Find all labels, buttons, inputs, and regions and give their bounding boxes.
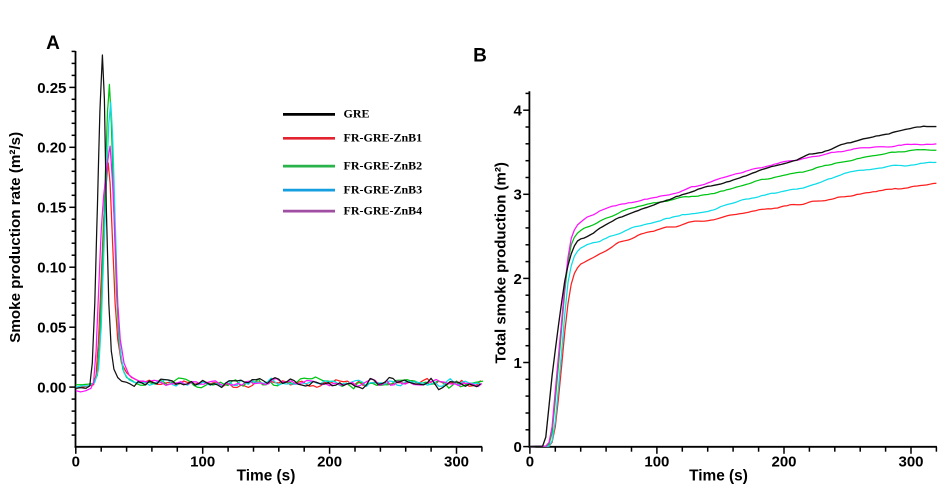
svg-text:FR-GRE-ZnB3: FR-GRE-ZnB3 <box>344 182 423 196</box>
svg-text:0.05: 0.05 <box>37 320 66 337</box>
svg-text:0.25: 0.25 <box>37 80 66 97</box>
svg-text:GRE: GRE <box>344 107 370 121</box>
svg-text:4: 4 <box>513 103 522 120</box>
svg-text:Smoke production rate (m²/s): Smoke production rate (m²/s) <box>7 132 24 343</box>
svg-text:A: A <box>46 33 60 54</box>
svg-text:Time (s): Time (s) <box>689 468 748 485</box>
svg-text:Total smoke production (m²): Total smoke production (m²) <box>493 162 510 363</box>
svg-text:200: 200 <box>317 453 342 470</box>
svg-text:100: 100 <box>190 453 215 470</box>
svg-text:100: 100 <box>644 453 669 470</box>
svg-text:B: B <box>473 46 487 67</box>
svg-text:0: 0 <box>513 439 521 456</box>
svg-text:0.10: 0.10 <box>37 260 66 277</box>
svg-text:Time (s): Time (s) <box>237 468 296 485</box>
svg-text:300: 300 <box>444 453 469 470</box>
svg-text:3: 3 <box>513 187 521 204</box>
svg-text:0.00: 0.00 <box>37 380 66 397</box>
svg-text:2: 2 <box>513 271 521 288</box>
svg-text:200: 200 <box>771 453 796 470</box>
svg-text:0: 0 <box>72 453 80 470</box>
svg-text:1: 1 <box>513 355 521 372</box>
svg-text:0.20: 0.20 <box>37 140 66 157</box>
svg-text:0: 0 <box>526 453 534 470</box>
svg-text:FR-GRE-ZnB2: FR-GRE-ZnB2 <box>344 158 423 172</box>
svg-text:FR-GRE-ZnB1: FR-GRE-ZnB1 <box>344 131 423 145</box>
svg-text:300: 300 <box>898 453 923 470</box>
svg-text:FR-GRE-ZnB4: FR-GRE-ZnB4 <box>344 203 423 217</box>
svg-text:0.15: 0.15 <box>37 200 66 217</box>
